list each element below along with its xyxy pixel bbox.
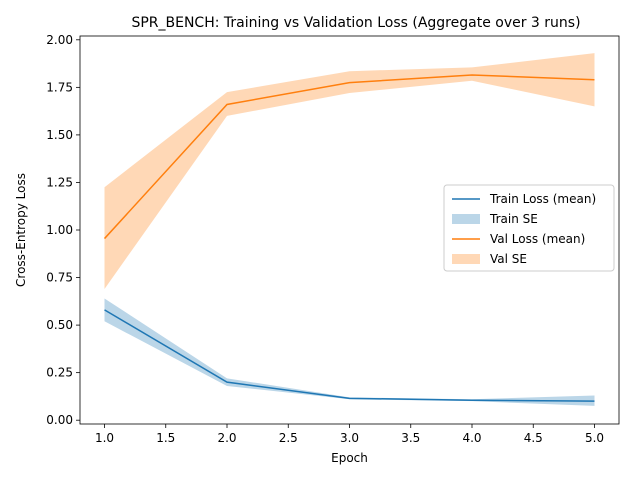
- y-tick-label: 2.00: [46, 33, 73, 47]
- x-axis-title: Epoch: [331, 451, 368, 465]
- x-tick-label: 3.0: [340, 431, 359, 445]
- legend-label-val-mean: Val Loss (mean): [490, 232, 585, 246]
- y-tick-label: 0.50: [46, 318, 73, 332]
- x-tick-label: 4.0: [462, 431, 481, 445]
- y-tick-label: 0.75: [46, 271, 73, 285]
- legend: Train Loss (mean) Train SE Val Loss (mean)…: [443, 184, 615, 272]
- x-tick-label: 1.0: [95, 431, 114, 445]
- x-tick-label: 5.0: [585, 431, 604, 445]
- series-lines: [103, 74, 595, 402]
- y-axis-title: Cross-Entropy Loss: [14, 173, 28, 287]
- x-tick-label: 3.5: [401, 431, 420, 445]
- confidence-bands: [104, 53, 595, 406]
- legend-label-val-se: Val SE: [490, 252, 527, 266]
- x-tick-label: 2.0: [217, 431, 236, 445]
- y-tick-label: 0.25: [46, 366, 73, 380]
- y-tick-label: 1.75: [46, 80, 73, 94]
- axes: 1.0 1.5 2.0 2.5 3.0 3.5 4.0 4.5 5.0 0.00 0.25 0.50 0…: [46, 33, 620, 445]
- legend-swatch-train-se: [452, 214, 480, 224]
- chart-title: SPR_BENCH: Training vs Validation Loss (…: [131, 15, 580, 31]
- x-tick-label: 2.5: [279, 431, 298, 445]
- val-loss-line: [103, 74, 595, 240]
- x-tick-label: 4.5: [524, 431, 543, 445]
- train-loss-line: [104, 309, 595, 402]
- legend-label-train-mean: Train Loss (mean): [489, 192, 596, 206]
- train-se-band: [104, 298, 595, 406]
- y-tick-label: 1.25: [46, 175, 73, 189]
- y-tick-label: 0.00: [46, 413, 73, 427]
- legend-swatch-val-se: [452, 254, 480, 264]
- val-se-band: [104, 53, 595, 289]
- legend-box: [443, 184, 615, 272]
- x-tick-label: 1.5: [156, 431, 175, 445]
- y-tick-label: 1.00: [46, 223, 73, 237]
- legend-label-train-se: Train SE: [489, 212, 538, 226]
- y-tick-label: 1.50: [46, 128, 73, 142]
